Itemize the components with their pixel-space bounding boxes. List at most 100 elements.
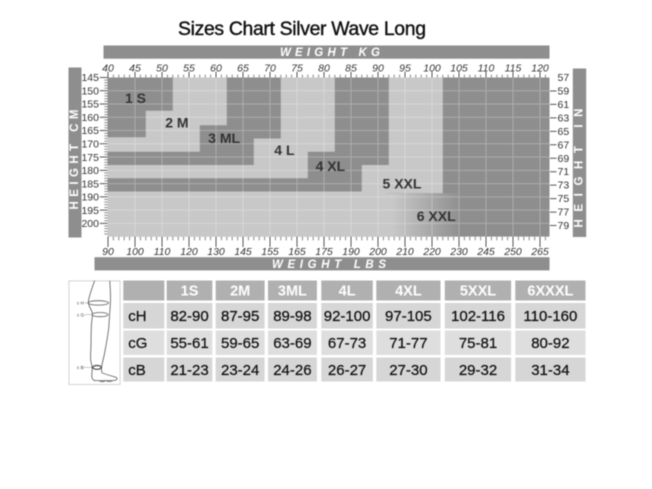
svg-text:115: 115 bbox=[505, 62, 522, 74]
svg-text:2M: 2M bbox=[230, 284, 250, 300]
svg-text:59: 59 bbox=[558, 85, 570, 97]
svg-text:40: 40 bbox=[102, 62, 114, 74]
svg-text:75: 75 bbox=[558, 193, 570, 205]
svg-text:75-81: 75-81 bbox=[459, 335, 497, 352]
svg-text:220: 220 bbox=[422, 246, 441, 258]
svg-text:90: 90 bbox=[372, 62, 384, 74]
svg-text:79: 79 bbox=[558, 220, 570, 232]
svg-text:23-24: 23-24 bbox=[221, 362, 259, 379]
svg-text:85: 85 bbox=[345, 62, 357, 74]
svg-text:61: 61 bbox=[558, 99, 570, 111]
svg-text:190: 190 bbox=[342, 246, 360, 258]
svg-text:4L: 4L bbox=[339, 284, 356, 300]
svg-text:130: 130 bbox=[207, 246, 225, 258]
svg-text:120: 120 bbox=[180, 246, 198, 258]
svg-text:80-92: 80-92 bbox=[531, 335, 569, 352]
svg-text:6XXXL: 6XXXL bbox=[527, 284, 573, 300]
svg-text:HEIGHT CM: HEIGHT CM bbox=[69, 110, 81, 210]
svg-text:60: 60 bbox=[210, 62, 222, 74]
svg-text:2 M: 2 M bbox=[165, 115, 188, 131]
svg-text:63-69: 63-69 bbox=[273, 335, 311, 352]
svg-text:71-77: 71-77 bbox=[389, 335, 427, 352]
svg-text:145: 145 bbox=[81, 72, 99, 84]
svg-text:150: 150 bbox=[81, 85, 99, 97]
svg-text:105: 105 bbox=[450, 62, 468, 74]
svg-text:cH: cH bbox=[128, 308, 146, 325]
svg-text:1 S: 1 S bbox=[125, 90, 146, 106]
svg-text:29-32: 29-32 bbox=[459, 362, 497, 379]
svg-text:50: 50 bbox=[156, 62, 168, 74]
svg-text:145: 145 bbox=[234, 246, 252, 258]
svg-text:WEIGHT LBS: WEIGHT LBS bbox=[272, 259, 386, 271]
svg-text:5 XXL: 5 XXL bbox=[383, 176, 422, 192]
svg-text:80: 80 bbox=[318, 62, 330, 74]
svg-text:97-105: 97-105 bbox=[385, 308, 432, 325]
svg-text:65: 65 bbox=[237, 62, 249, 74]
svg-text:c H: c H bbox=[77, 301, 84, 306]
svg-text:89-98: 89-98 bbox=[273, 308, 311, 325]
svg-text:cB: cB bbox=[128, 362, 146, 379]
svg-text:45: 45 bbox=[129, 62, 141, 74]
svg-text:WEIGHT KG: WEIGHT KG bbox=[280, 47, 380, 59]
svg-text:Sizes Chart Silver Wave Long: Sizes Chart Silver Wave Long bbox=[178, 18, 426, 40]
svg-text:82-90: 82-90 bbox=[170, 308, 208, 325]
svg-text:55-61: 55-61 bbox=[170, 335, 208, 352]
svg-text:55: 55 bbox=[183, 62, 195, 74]
svg-text:110: 110 bbox=[478, 62, 495, 74]
svg-text:67-73: 67-73 bbox=[328, 335, 366, 352]
svg-text:102-116: 102-116 bbox=[451, 308, 505, 325]
svg-text:175: 175 bbox=[315, 246, 333, 258]
svg-text:24-26: 24-26 bbox=[273, 362, 311, 379]
svg-text:160: 160 bbox=[81, 112, 99, 124]
svg-text:245: 245 bbox=[476, 246, 495, 258]
svg-text:180: 180 bbox=[81, 165, 99, 177]
svg-text:1S: 1S bbox=[181, 284, 199, 300]
svg-text:69: 69 bbox=[558, 153, 570, 165]
svg-text:155: 155 bbox=[81, 99, 99, 111]
svg-text:4 XL: 4 XL bbox=[316, 158, 346, 174]
svg-text:165: 165 bbox=[288, 246, 306, 258]
svg-text:110-160: 110-160 bbox=[523, 308, 577, 325]
svg-text:21-23: 21-23 bbox=[170, 362, 208, 379]
svg-text:3ML: 3ML bbox=[278, 284, 307, 300]
svg-text:26-27: 26-27 bbox=[328, 362, 366, 379]
svg-text:71: 71 bbox=[558, 166, 570, 178]
svg-text:6 XXL: 6 XXL bbox=[417, 208, 456, 224]
svg-text:170: 170 bbox=[81, 139, 99, 151]
svg-text:100: 100 bbox=[423, 62, 441, 74]
svg-text:67: 67 bbox=[558, 139, 570, 151]
svg-text:31-34: 31-34 bbox=[531, 362, 569, 379]
svg-text:65: 65 bbox=[558, 126, 570, 138]
svg-text:195: 195 bbox=[81, 205, 99, 217]
svg-text:92-100: 92-100 bbox=[324, 308, 371, 325]
svg-text:3 ML: 3 ML bbox=[208, 130, 240, 146]
svg-text:c B: c B bbox=[77, 365, 84, 370]
svg-text:120: 120 bbox=[531, 62, 549, 74]
svg-text:4XL: 4XL bbox=[395, 284, 422, 300]
svg-text:63: 63 bbox=[558, 112, 570, 124]
svg-text:57: 57 bbox=[558, 72, 570, 84]
svg-text:250: 250 bbox=[503, 246, 522, 258]
svg-text:110: 110 bbox=[154, 246, 171, 258]
svg-text:185: 185 bbox=[81, 178, 99, 190]
svg-text:165: 165 bbox=[81, 125, 99, 137]
svg-text:230: 230 bbox=[449, 246, 468, 258]
svg-text:5XXL: 5XXL bbox=[460, 284, 496, 300]
svg-text:87-95: 87-95 bbox=[221, 308, 259, 325]
svg-text:cG: cG bbox=[128, 335, 147, 352]
svg-text:200: 200 bbox=[368, 246, 387, 258]
svg-text:90: 90 bbox=[102, 246, 114, 258]
svg-text:190: 190 bbox=[81, 192, 99, 204]
svg-text:210: 210 bbox=[395, 246, 414, 258]
svg-text:HEIGHT IN: HEIGHT IN bbox=[574, 109, 586, 228]
svg-text:77: 77 bbox=[558, 207, 570, 219]
svg-text:4 L: 4 L bbox=[274, 142, 295, 158]
svg-text:100: 100 bbox=[126, 246, 144, 258]
svg-text:70: 70 bbox=[264, 62, 276, 74]
svg-text:200: 200 bbox=[81, 218, 99, 230]
svg-text:75: 75 bbox=[291, 62, 303, 74]
svg-text:27-30: 27-30 bbox=[389, 362, 427, 379]
svg-text:95: 95 bbox=[399, 62, 411, 74]
svg-text:175: 175 bbox=[81, 152, 99, 164]
svg-text:155: 155 bbox=[261, 246, 279, 258]
